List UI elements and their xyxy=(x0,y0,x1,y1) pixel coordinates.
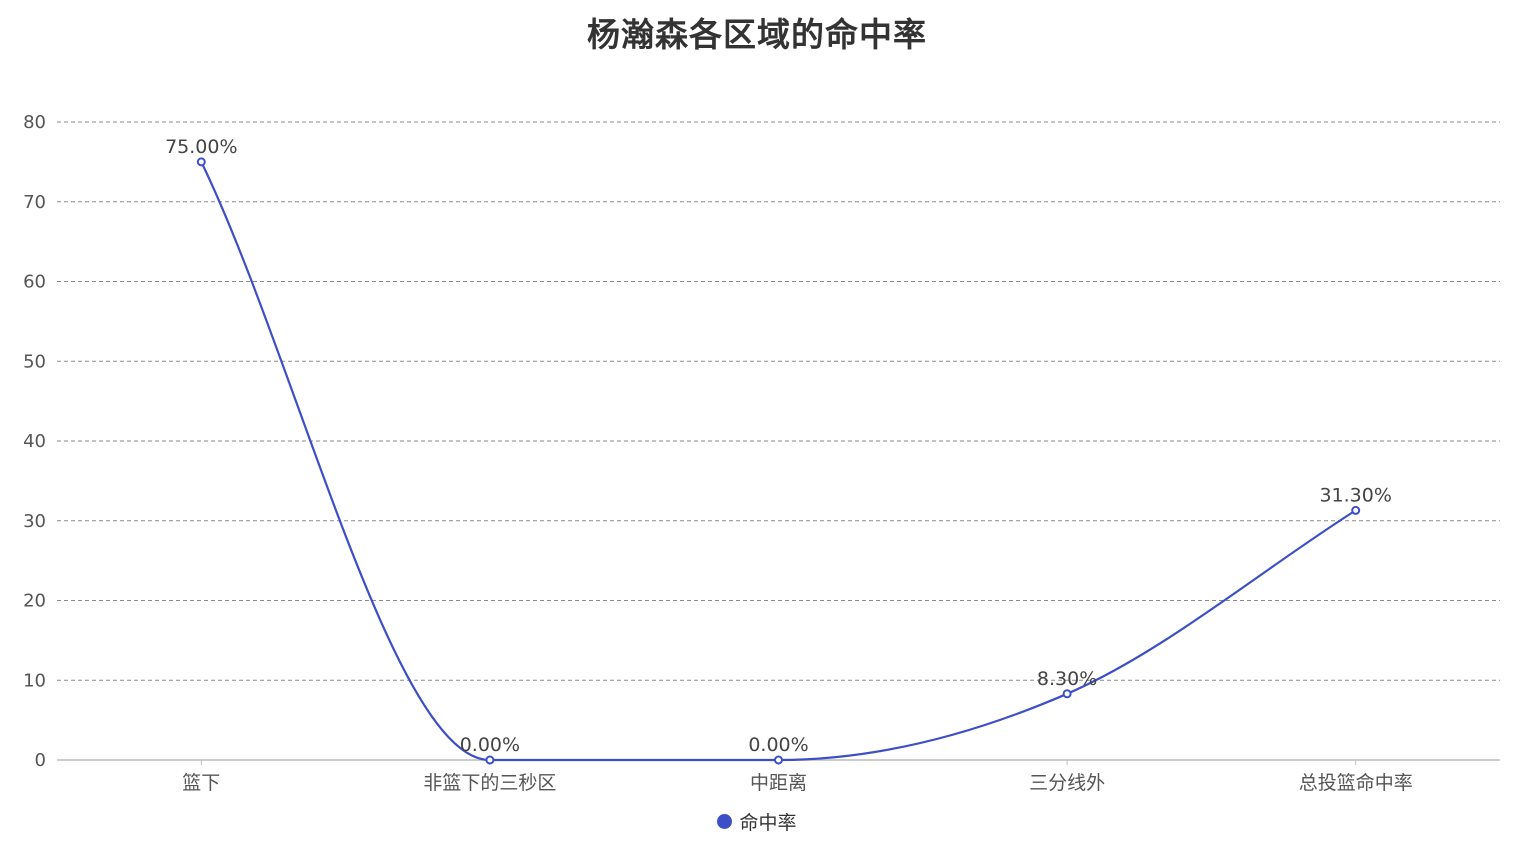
data-point[interactable] xyxy=(196,157,206,167)
series-points-group xyxy=(196,157,1361,765)
legend-marker-icon xyxy=(717,814,733,829)
legend-label: 命中率 xyxy=(739,812,797,834)
series-line-group xyxy=(200,161,1357,762)
x-tick-label: 总投篮命中率 xyxy=(1299,772,1413,794)
y-tick-label: 80 xyxy=(23,112,46,133)
chart-title: 杨瀚森各区域的命中率 xyxy=(587,15,927,54)
y-tick-label: 10 xyxy=(23,670,46,691)
data-label: 31.30% xyxy=(1319,484,1391,506)
y-tick-label: 60 xyxy=(23,272,46,293)
y-tick-label: 40 xyxy=(23,431,46,452)
legend[interactable]: 命中率 xyxy=(0,808,1514,835)
data-label: 0.00% xyxy=(748,734,808,756)
data-point[interactable] xyxy=(1062,689,1072,699)
x-tick-label: 三分线外 xyxy=(1029,772,1105,794)
gridlines xyxy=(57,121,1500,681)
data-point[interactable] xyxy=(1351,505,1361,515)
x-tick-label: 篮下 xyxy=(182,772,220,794)
y-tick-label: 50 xyxy=(23,351,46,372)
data-point[interactable] xyxy=(485,755,495,765)
data-label: 8.30% xyxy=(1037,668,1097,690)
data-point[interactable] xyxy=(774,755,783,765)
series-line xyxy=(200,161,1357,762)
x-tick-label: 非篮下的三秒区 xyxy=(423,772,556,794)
data-label: 75.00% xyxy=(165,136,237,158)
y-tick-label: 70 xyxy=(23,192,46,213)
y-tick-label: 30 xyxy=(23,511,46,532)
y-tick-label: 0 xyxy=(35,750,46,771)
data-label: 0.00% xyxy=(460,734,520,756)
x-axis: 篮下 非篮下的三秒区 中距离 三分线外 总投篮命中率 xyxy=(57,759,1500,794)
y-axis: 0 10 20 30 40 50 60 70 80 xyxy=(23,112,46,771)
y-tick-label: 20 xyxy=(23,591,46,612)
x-tick-label: 中距离 xyxy=(750,772,807,794)
data-labels-group: 75.00% 0.00% 0.00% 8.30% 31.30% xyxy=(165,136,1392,756)
